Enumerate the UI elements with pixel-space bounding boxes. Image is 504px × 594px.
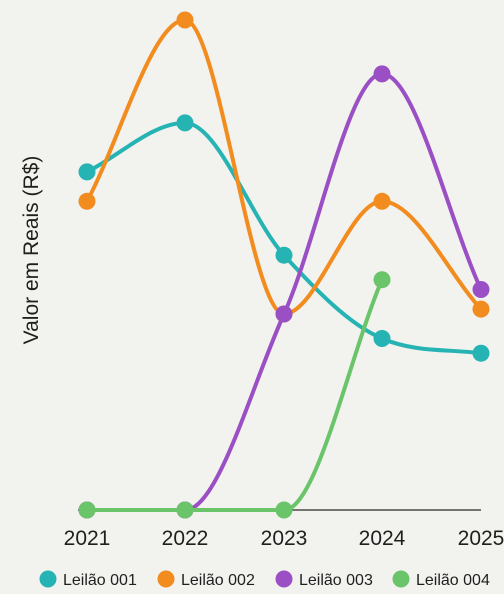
legend-label: Leilão 003 — [299, 572, 373, 589]
x-tick-label: 2024 — [359, 527, 406, 550]
series-line — [85, 277, 384, 513]
data-point — [373, 192, 391, 210]
legend-label: Leilão 004 — [416, 572, 490, 589]
data-point — [78, 163, 96, 181]
data-point — [275, 246, 293, 264]
x-axis-tick-labels: 2021 2022 2023 2024 2025 — [64, 527, 504, 550]
data-point — [472, 344, 490, 362]
series-line — [85, 18, 483, 316]
series-leil-o-002 — [78, 11, 490, 323]
x-tick-label: 2021 — [64, 527, 111, 550]
series-leil-o-001 — [78, 114, 490, 362]
legend-item: Leilão 004 — [392, 570, 490, 589]
data-point — [472, 300, 490, 318]
data-point — [373, 330, 391, 347]
data-point — [472, 281, 490, 298]
data-point — [373, 65, 391, 83]
data-point — [176, 501, 194, 519]
series-leil-o-004 — [78, 271, 391, 519]
data-point — [275, 305, 293, 323]
data-point — [373, 271, 391, 289]
legend-label: Leilão 001 — [63, 572, 137, 589]
chart-legend: Leilão 001 Leilão 002 Leilão 003 Leilão 004 — [39, 570, 490, 589]
x-tick-label: 2025 — [458, 527, 504, 550]
legend-label: Leilão 002 — [181, 572, 255, 589]
data-point — [78, 501, 96, 519]
data-point — [176, 114, 194, 132]
x-tick-label: 2023 — [261, 527, 308, 550]
legend-swatch — [275, 570, 293, 588]
legend-swatch — [157, 570, 175, 588]
x-tick-label: 2022 — [162, 527, 209, 550]
legend-item: Leilão 003 — [275, 570, 373, 589]
y-axis-title: Valor em Reais (R$) — [20, 156, 43, 345]
legend-swatch — [392, 570, 410, 588]
series-leil-o-003 — [78, 65, 490, 519]
legend-item: Leilão 001 — [39, 570, 137, 589]
legend-item: Leilão 002 — [157, 570, 255, 589]
data-point — [176, 11, 194, 29]
legend-swatch — [39, 570, 57, 588]
series-line — [85, 71, 483, 513]
chart-series-layer — [78, 11, 490, 519]
data-point — [275, 501, 293, 519]
data-point — [78, 192, 96, 210]
